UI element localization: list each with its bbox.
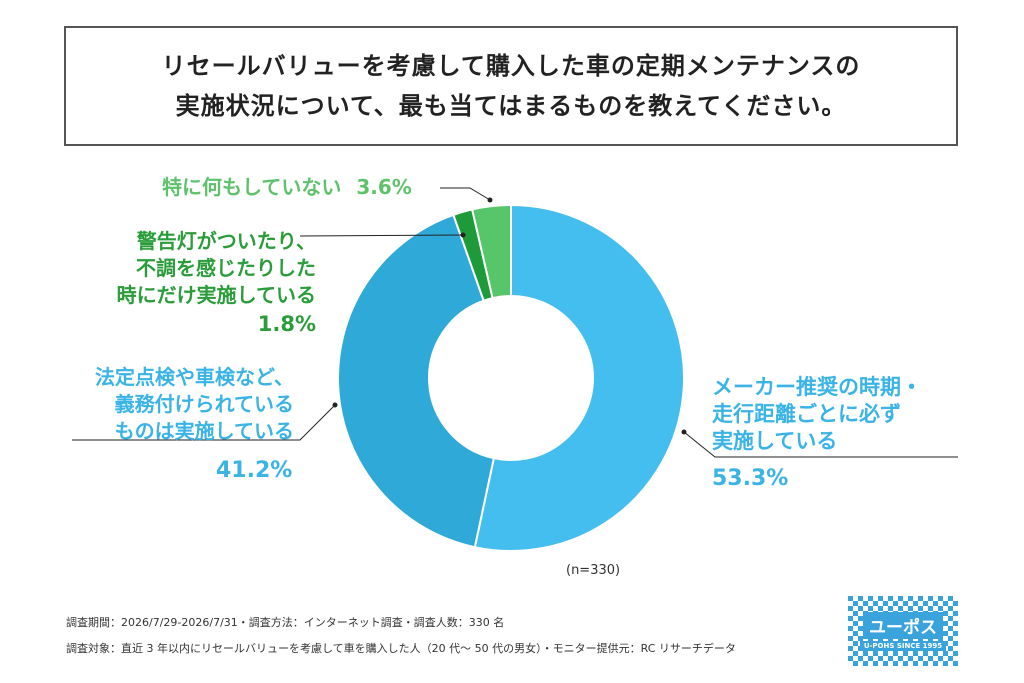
label-maker-recommended: メーカー推奨の時期・ 走行距離ごとに必ず 実施している 53.3% bbox=[712, 374, 922, 492]
footer-survey-period: 調査期間：2026/7/29-2026/7/31・調査方法：インターネット調査・… bbox=[66, 616, 505, 629]
label-line: 警告灯がついたり、 bbox=[136, 229, 316, 253]
label-line: 実施している bbox=[712, 429, 838, 453]
slice-maker-recommended bbox=[473, 203, 685, 552]
label-line: 時にだけ実施している bbox=[116, 283, 316, 307]
label-line: 不調を感じたりした bbox=[136, 256, 316, 280]
sample-size-note: (n=330) bbox=[566, 563, 621, 578]
label-legal-inspection: 法定点検や車検など、 義務付けられている ものは実施している 41.2% bbox=[80, 364, 294, 484]
pct-label: 1.8% bbox=[257, 312, 316, 336]
label-line: 法定点検や車検など、 bbox=[95, 365, 294, 389]
pct-label: 3.6% bbox=[356, 175, 412, 199]
leader-line bbox=[299, 234, 464, 237]
label-line: 義務付けられている bbox=[114, 392, 294, 416]
leader-line bbox=[683, 431, 958, 458]
title-line-1: リセールバリューを考慮して購入した車の定期メンテナンスの bbox=[161, 52, 861, 80]
leader-dot bbox=[681, 429, 687, 435]
label-line: ものは実施している bbox=[114, 419, 294, 443]
label-line: 特に何もしていない bbox=[162, 175, 342, 199]
label-line: メーカー推奨の時期・ bbox=[712, 375, 922, 399]
leader-dot bbox=[460, 232, 466, 238]
footer-survey-target: 調査対象：直近 3 年以内にリセールバリューを考慮して車を購入した人（20 代〜… bbox=[66, 642, 736, 655]
label-warning-light: 警告灯がついたり、 不調を感じたりした 時にだけ実施している 1.8% bbox=[90, 228, 316, 338]
slice-nothing bbox=[470, 203, 512, 300]
slice-legal-inspection bbox=[337, 213, 496, 549]
title-line-2: 実施状況について、最も当てはまるものを教えてください。 bbox=[175, 92, 847, 120]
leader-line bbox=[72, 404, 336, 441]
leader-dot bbox=[332, 402, 338, 408]
title-box: リセールバリューを考慮して購入した車の定期メンテナンスの 実施状況について、最も… bbox=[64, 26, 958, 146]
label-nothing: 特に何もしていない 3.6% bbox=[162, 174, 412, 201]
leader-dot bbox=[487, 197, 493, 203]
leader-line bbox=[440, 187, 491, 201]
pct-label: 53.3% bbox=[712, 466, 789, 491]
brand-logo: ユーポス U-POHS SINCE 1995 bbox=[848, 596, 958, 666]
logo-tagline: U-POHS SINCE 1995 bbox=[859, 640, 947, 651]
label-line: 走行距離ごとに必ず bbox=[712, 402, 901, 426]
pct-label: 41.2% bbox=[216, 458, 293, 483]
logo-name: ユーポス bbox=[863, 611, 943, 639]
